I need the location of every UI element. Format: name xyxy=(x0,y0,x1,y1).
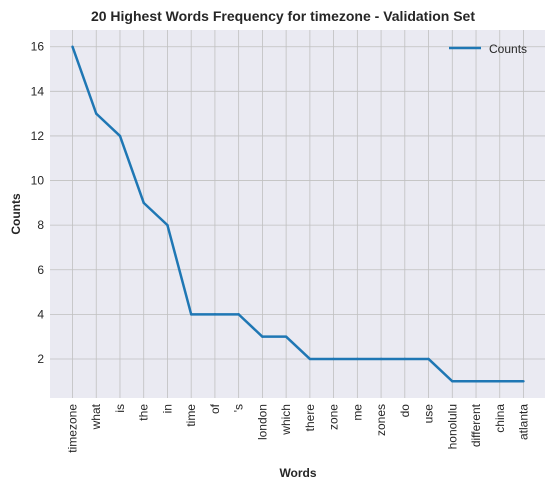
x-tick-label: time xyxy=(184,404,198,427)
x-tick-label: zone xyxy=(327,404,341,430)
data-point xyxy=(427,357,430,361)
data-point xyxy=(451,380,454,383)
x-tick-label: what xyxy=(89,403,103,430)
x-axis-title: Words xyxy=(279,466,316,480)
data-point xyxy=(474,380,478,383)
data-point xyxy=(213,313,217,316)
data-point xyxy=(356,357,359,361)
x-tick-label: zones xyxy=(374,404,388,436)
data-point xyxy=(261,335,264,338)
data-point xyxy=(189,313,193,316)
x-tick-label: the xyxy=(137,404,151,421)
data-point xyxy=(71,45,74,48)
data-point xyxy=(498,380,501,383)
x-tick-label: is xyxy=(113,404,127,413)
y-tick-labels: 2 4 6 8 10 12 14 16 xyxy=(31,40,45,366)
x-tick-label: atlanta xyxy=(517,404,531,440)
y-tick-label: 12 xyxy=(31,129,45,143)
y-axis-title: Counts xyxy=(9,193,23,235)
x-tick-labels: timezone what is the in time of 's london which th… xyxy=(66,403,531,452)
x-tick-label: which xyxy=(279,404,293,436)
x-tick-label: use xyxy=(422,404,436,424)
x-tick-label: 's xyxy=(232,404,246,412)
data-point xyxy=(284,335,288,338)
data-point xyxy=(308,357,312,361)
data-point xyxy=(522,380,525,383)
data-point xyxy=(95,112,98,115)
data-point xyxy=(142,201,145,205)
x-tick-label: in xyxy=(160,404,174,413)
data-point xyxy=(166,223,169,227)
x-tick-label: china xyxy=(493,404,507,433)
y-tick-label: 14 xyxy=(31,84,45,98)
x-tick-label: me xyxy=(350,404,364,421)
legend-label: Counts xyxy=(489,42,527,56)
y-tick-label: 6 xyxy=(37,263,44,277)
x-tick-label: timezone xyxy=(66,404,80,453)
data-point xyxy=(403,357,407,361)
legend: Counts xyxy=(449,42,527,56)
y-tick-label: 16 xyxy=(31,40,45,54)
data-point xyxy=(118,134,122,138)
y-tick-label: 4 xyxy=(37,307,44,321)
data-point xyxy=(237,313,240,316)
x-tick-label: honolulu xyxy=(445,404,459,449)
y-tick-label: 8 xyxy=(37,218,44,232)
series-line xyxy=(71,46,524,383)
series-layer xyxy=(71,45,525,383)
x-tick-label: of xyxy=(208,403,222,414)
x-tick-label: there xyxy=(303,404,317,432)
data-point xyxy=(379,357,383,361)
x-tick-label: london xyxy=(255,404,269,440)
chart-title: 20 Highest Words Frequency for timezone … xyxy=(91,8,475,24)
y-tick-label: 10 xyxy=(31,174,45,188)
y-tick-label: 2 xyxy=(37,352,44,366)
plot-area xyxy=(50,30,545,398)
x-tick-label: do xyxy=(398,404,412,418)
data-point xyxy=(332,357,335,361)
x-tick-label: different xyxy=(469,403,483,447)
grid xyxy=(50,30,545,398)
